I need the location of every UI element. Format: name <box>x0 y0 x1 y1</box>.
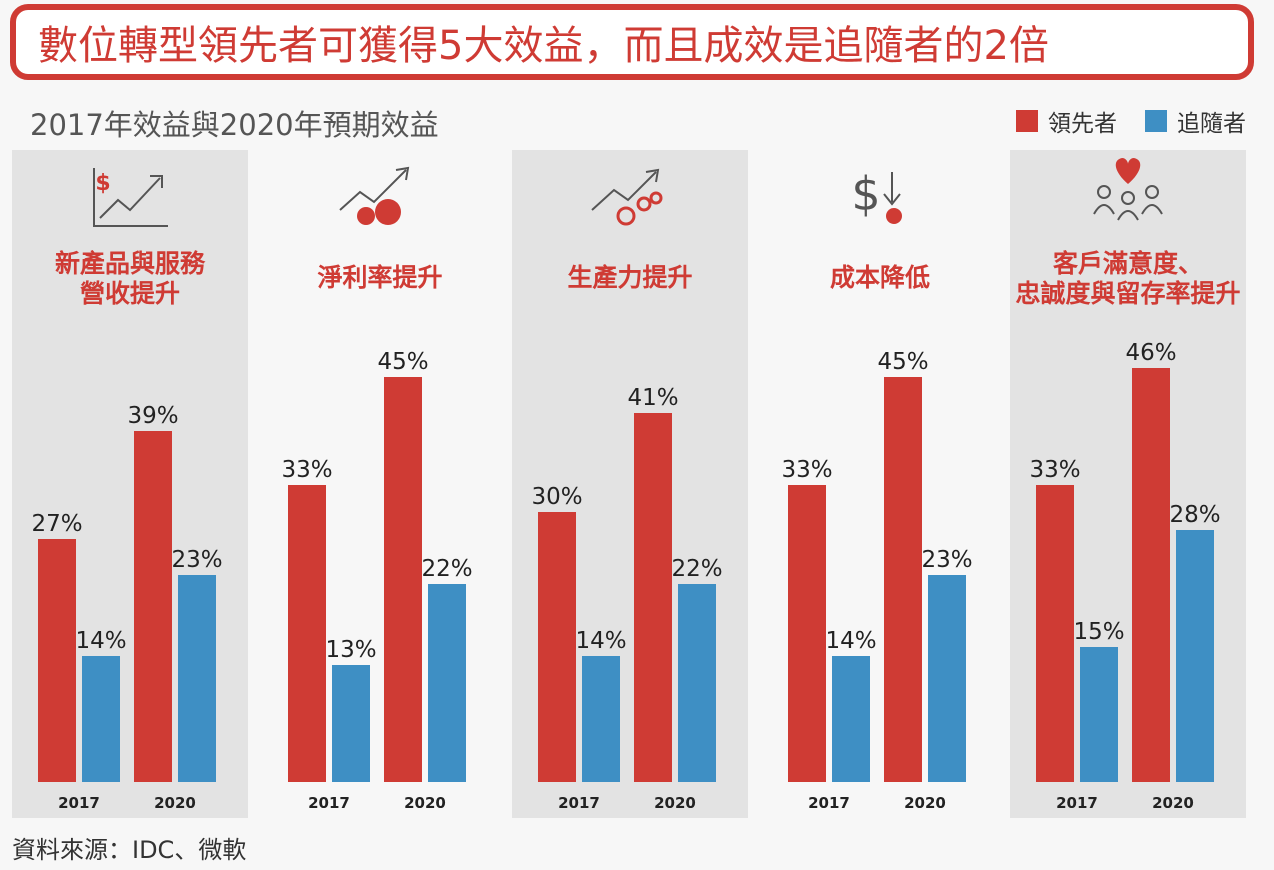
bar-leader-2020 <box>884 377 922 782</box>
data-label: 33% <box>781 457 832 483</box>
data-label: 15% <box>1073 619 1124 645</box>
data-label: 14% <box>75 628 126 654</box>
svg-text:$: $ <box>851 167 880 221</box>
data-label: 30% <box>531 484 582 510</box>
legend-swatch-follower <box>1145 110 1167 132</box>
year-tick-label: 2020 <box>904 794 946 812</box>
data-label: 14% <box>825 628 876 654</box>
year-tick-label: 2020 <box>1152 794 1194 812</box>
bar-follower-2020 <box>1176 530 1214 782</box>
data-label: 45% <box>377 349 428 375</box>
bar-leader-2017 <box>1036 485 1074 782</box>
bar-follower-2017 <box>1080 647 1118 782</box>
chart-title: 數位轉型領先者可獲得5大效益，而且成效是追隨者的2倍 <box>38 23 1049 69</box>
cost-down-icon: $ <box>851 167 902 224</box>
bar-leader-2020 <box>384 377 422 782</box>
legend-label-leader: 領先者 <box>1048 111 1117 137</box>
panel-title-line: 客戶滿意度、 <box>1053 249 1203 278</box>
chart-subtitle: 2017年效益與2020年預期效益 <box>30 108 439 142</box>
title-banner: 數位轉型領先者可獲得5大效益，而且成效是追隨者的2倍 <box>10 4 1254 80</box>
bar-leader-2017 <box>538 512 576 782</box>
customer-heart-icon <box>1093 158 1163 221</box>
data-label: 45% <box>877 349 928 375</box>
svg-text:$: $ <box>95 171 110 196</box>
panel-2: 淨利率提升 33% 13% 45% 22% 2017 2020 <box>281 166 473 812</box>
data-label: 46% <box>1125 340 1176 366</box>
panel-5: 客戶滿意度、忠誠度與留存率提升 33% 15% 46% 28% 2017 2020 <box>1010 150 1246 818</box>
source-note: 資料來源：IDC、微軟 <box>12 836 247 864</box>
revenue-growth-chart-icon: $ <box>93 168 168 227</box>
year-tick-label: 2017 <box>558 794 600 812</box>
panel-title-line: 營收提升 <box>80 279 180 308</box>
bar-leader-2020 <box>134 431 172 782</box>
data-label: 23% <box>171 547 222 573</box>
panel-3: 生產力提升 30% 14% 41% 22% 2017 2020 <box>512 150 748 818</box>
bar-follower-2020 <box>428 584 466 782</box>
data-label: 13% <box>325 637 376 663</box>
legend-label-follower: 追隨者 <box>1177 111 1246 137</box>
year-tick-label: 2017 <box>1056 794 1098 812</box>
year-tick-label: 2017 <box>58 794 100 812</box>
data-label: 14% <box>575 628 626 654</box>
year-tick-label: 2020 <box>654 794 696 812</box>
panel-title-line: 忠誠度與留存率提升 <box>1015 279 1240 308</box>
year-tick-label: 2017 <box>808 794 850 812</box>
data-label: 33% <box>1029 457 1080 483</box>
legend-item-follower: 追隨者 <box>1145 104 1246 138</box>
panel-title-line: 成本降低 <box>830 263 930 292</box>
data-label: 33% <box>281 457 332 483</box>
productivity-gears-icon <box>591 168 663 226</box>
year-tick-label: 2020 <box>404 794 446 812</box>
data-label: 23% <box>921 547 972 573</box>
bar-follower-2017 <box>332 665 370 782</box>
data-label: 28% <box>1169 502 1220 528</box>
data-label: 27% <box>31 511 82 537</box>
bar-leader-2020 <box>634 413 672 782</box>
profit-coins-icon <box>339 166 410 225</box>
year-tick-label: 2020 <box>154 794 196 812</box>
data-label: 22% <box>671 556 722 582</box>
legend-item-leader: 領先者 <box>1016 104 1117 138</box>
legend: 領先者 追隨者 <box>988 104 1246 138</box>
legend-swatch-leader <box>1016 110 1038 132</box>
bar-follower-2017 <box>832 656 870 782</box>
bar-leader-2017 <box>38 539 76 782</box>
bar-leader-2017 <box>788 485 826 782</box>
bar-follower-2017 <box>82 656 120 782</box>
panel-title-line: 淨利率提升 <box>317 263 442 292</box>
data-label: 22% <box>421 556 472 582</box>
data-label: 41% <box>627 385 678 411</box>
year-tick-label: 2017 <box>308 794 350 812</box>
panel-title-line: 生產力提升 <box>567 263 692 292</box>
bar-follower-2020 <box>678 584 716 782</box>
bar-leader-2017 <box>288 485 326 782</box>
data-label: 39% <box>127 403 178 429</box>
panel-title-line: 新產品與服務 <box>55 249 206 278</box>
bar-follower-2020 <box>178 575 216 782</box>
bar-follower-2017 <box>582 656 620 782</box>
panel-4: $ 成本降低 33% 14% 45% 23% 2017 2020 <box>781 167 972 812</box>
bar-leader-2020 <box>1132 368 1170 782</box>
bar-follower-2020 <box>928 575 966 782</box>
